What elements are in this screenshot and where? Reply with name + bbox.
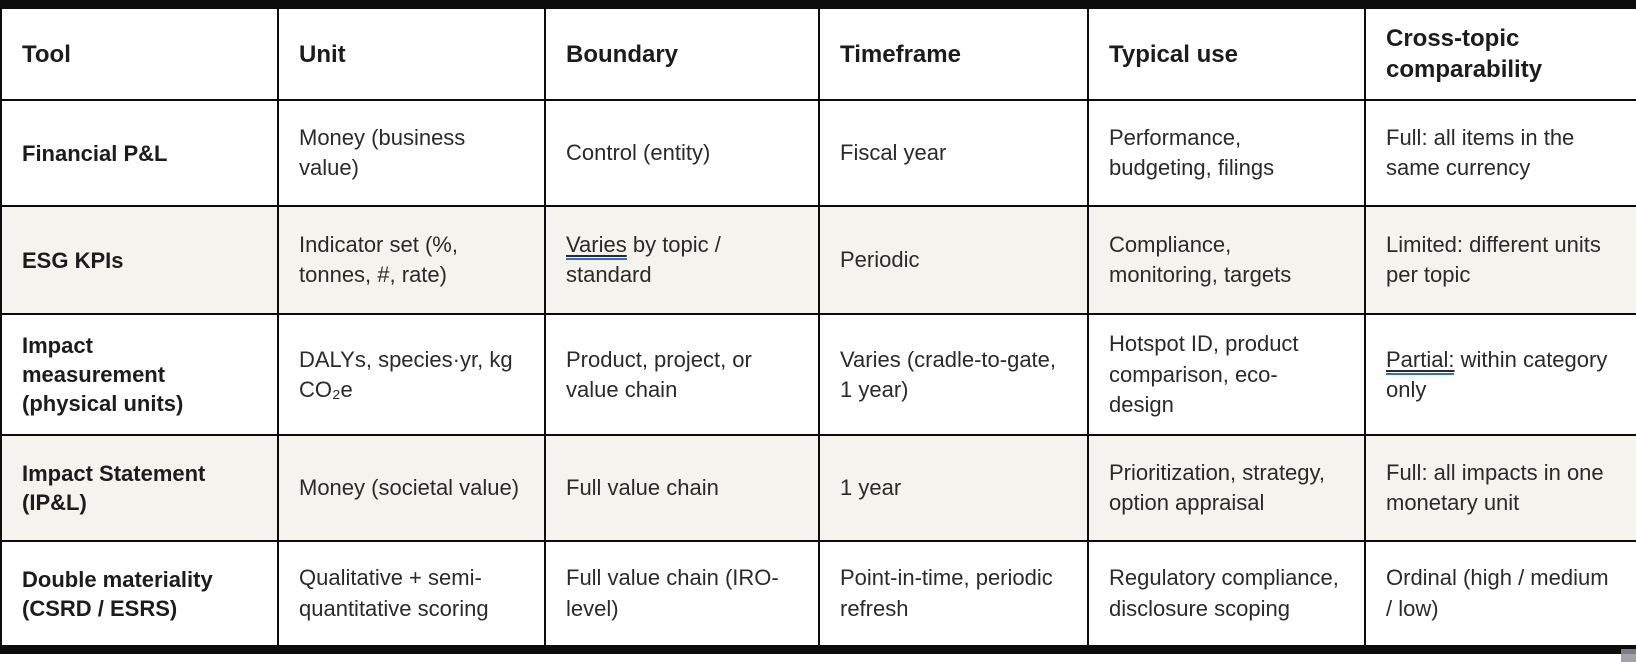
unit-cell: Money (societal value) [278,435,546,543]
boundary-cell: Control (entity) [545,100,820,208]
header-cell-comparability: Cross-topic comparability [1365,4,1636,102]
comparability-cell: Partial: within category only [1365,314,1636,437]
typical-use-cell: Performance, budgeting, filings [1088,100,1366,208]
boundary-rest-text: by topic / standard [566,232,721,288]
typical-use-cell: Prioritization, strategy, option apprais… [1088,435,1366,543]
header-cell-timeframe: Timeframe [819,4,1089,102]
comparability-cell: Full: all impacts in one monetary unit [1365,435,1636,543]
timeframe-cell: Fiscal year [819,100,1089,208]
comparability-cell: Full: all items in the same currency [1365,100,1636,208]
table-row: Impact Statement (IP&L) Money (societal … [1,435,1636,543]
table-row: Financial P&L Money (business value) Con… [1,100,1636,208]
tool-cell: Impact measurement (physical units) [1,314,279,437]
tool-cell: Financial P&L [1,100,279,208]
header-cell-tool: Tool [1,4,279,102]
unit-cell: Money (business value) [278,100,546,208]
header-cell-typical-use: Typical use [1088,4,1366,102]
timeframe-cell: Varies (cradle-to-gate, 1 year) [819,314,1089,437]
unit-cell: DALYs, species·yr, kg CO₂e [278,314,546,437]
table-row: Double materiality (CSRD / ESRS) Qualita… [1,541,1636,650]
tool-cell: Impact Statement (IP&L) [1,435,279,543]
timeframe-cell: Periodic [819,206,1089,316]
timeframe-cell: Point-in-time, periodic refresh [819,541,1089,650]
varies-underlined-link[interactable]: Varies [566,232,627,261]
typical-use-cell: Regulatory compliance, disclosure scopin… [1088,541,1366,650]
header-cell-boundary: Boundary [545,4,820,102]
header-cell-unit: Unit [278,4,546,102]
typical-use-cell: Compliance, monitoring, targets [1088,206,1366,316]
timeframe-cell: 1 year [819,435,1089,543]
boundary-cell: Full value chain (IRO-level) [545,541,820,650]
comparability-rest-text: within category only [1386,346,1608,402]
table-row: ESG KPIs Indicator set (%, tonnes, #, ra… [1,206,1636,316]
boundary-cell: Varies by topic / standard [545,206,820,316]
header-row: Tool Unit Boundary Timeframe Typical use… [1,4,1636,102]
unit-cell: Indicator set (%, tonnes, #, rate) [278,206,546,316]
tool-cell: ESG KPIs [1,206,279,316]
boundary-cell: Product, project, or value chain [545,314,820,437]
unit-cell: Qualitative + semi-quantitative scoring [278,541,546,650]
resize-handle-artifact [1621,649,1636,662]
comparability-cell: Limited: different units per topic [1365,206,1636,316]
boundary-cell: Full value chain [545,435,820,543]
table-row: Impact measurement (physical units) DALY… [1,314,1636,437]
tool-cell: Double materiality (CSRD / ESRS) [1,541,279,650]
comparability-cell: Ordinal (high / medium / low) [1386,565,1609,621]
typical-use-cell: Hotspot ID, product comparison, eco-desi… [1088,314,1366,437]
partial-underlined-link[interactable]: Partial: [1386,346,1455,375]
